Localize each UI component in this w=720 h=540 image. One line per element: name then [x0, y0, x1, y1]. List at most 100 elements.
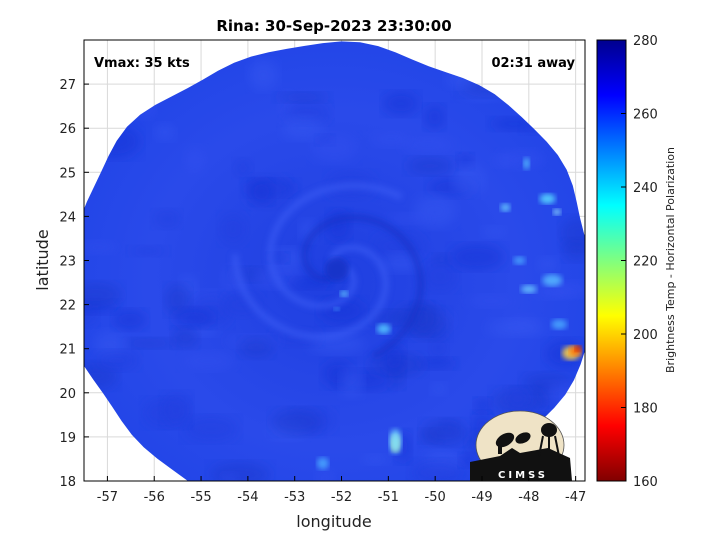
- texture-blotch: [490, 154, 520, 168]
- convection-cell: [333, 307, 340, 311]
- colorbar-ticks: 160 180 200 220 240 260 280: [621, 34, 658, 490]
- water-tower-legs: [538, 435, 560, 457]
- texture-blotch: [537, 256, 559, 272]
- x-tick-label: -50: [425, 490, 446, 505]
- texture-blotch: [473, 397, 492, 414]
- texture-blotch: [315, 468, 335, 481]
- x-tick-label: -48: [518, 490, 539, 505]
- texture-blotch: [183, 145, 207, 175]
- convection-cell: [542, 274, 563, 287]
- texture-blotch: [121, 337, 178, 349]
- spiral-band: [301, 213, 425, 360]
- x-axis-ticks: -57 -56 -55 -54 -53 -52 -51 -50 -49 -48 -47: [97, 476, 586, 505]
- texture-blotch: [171, 327, 199, 349]
- dish-stand: [498, 442, 502, 454]
- texture-blotch: [451, 164, 486, 197]
- texture-blotch: [481, 225, 507, 238]
- brightness-swath: [84, 41, 585, 481]
- texture-blotch: [218, 212, 248, 246]
- convection-cell: [539, 193, 556, 204]
- texture-blotch: [382, 91, 419, 116]
- y-tick-label: 25: [59, 166, 76, 181]
- texture-blotch: [164, 284, 191, 316]
- y-tick-label: 21: [59, 343, 76, 358]
- texture-blotch: [406, 157, 455, 175]
- cimss-logo: CIMSS: [470, 410, 572, 481]
- convection-cell: [389, 429, 402, 454]
- x-tick-label: -51: [378, 490, 399, 505]
- texture-blotch: [486, 319, 546, 337]
- texture-blotch: [429, 334, 448, 361]
- colorbar-tick-label: 280: [633, 34, 658, 49]
- x-tick-label: -54: [237, 490, 258, 505]
- texture-blotch: [238, 336, 274, 358]
- colorbar-tick-label: 240: [633, 181, 658, 196]
- texture-blotch: [172, 307, 214, 329]
- texture-blotch: [84, 282, 122, 308]
- convection-cells: [316, 157, 582, 470]
- convection-cell: [520, 285, 537, 294]
- texture-blotch: [84, 240, 120, 254]
- storm-eye: [324, 257, 349, 282]
- logo-text: CIMSS: [498, 470, 548, 481]
- texture-blotch: [129, 245, 168, 257]
- logo-silhouette: [470, 448, 572, 481]
- texture-blotch: [387, 212, 431, 224]
- spiral-band: [266, 182, 403, 310]
- vmax-label: Vmax: 35 kts: [94, 56, 190, 71]
- texture-blotch: [450, 243, 505, 271]
- texture-blotch: [247, 59, 279, 91]
- x-tick-label: -52: [331, 490, 352, 505]
- y-tick-label: 19: [59, 431, 76, 446]
- texture-blotch: [152, 209, 182, 229]
- texture-blotch: [154, 123, 176, 141]
- satellite-dish-icon: [515, 432, 531, 444]
- colorbar: 160 180 200 220 240 260 280 Brightness Temp - …: [596, 34, 677, 490]
- map-title: Rina: 30-Sep-2023 23:30:00: [216, 17, 451, 35]
- texture-blotch: [112, 309, 147, 331]
- y-axis-ticks: 18 19 20 21 22 23 24 25 26 27: [59, 78, 89, 490]
- x-tick-label: -47: [565, 490, 586, 505]
- x-tick-label: -56: [144, 490, 165, 505]
- x-tick-label: -57: [97, 490, 118, 505]
- colorbar-label: Brightness Temp - Horizontal Polarizatio…: [664, 147, 677, 373]
- convection-cell: [376, 323, 391, 334]
- texture-blotch: [360, 454, 391, 465]
- texture-blotch: [220, 472, 239, 481]
- colorbar-tick-label: 180: [633, 402, 658, 417]
- texture-blotch: [466, 294, 516, 308]
- texture-blotch: [504, 387, 531, 411]
- y-tick-label: 23: [59, 255, 76, 270]
- x-tick-label: -55: [190, 490, 211, 505]
- colorbar-tick-label: 160: [633, 475, 658, 490]
- y-tick-label: 27: [59, 78, 76, 93]
- texture-blotch: [94, 350, 139, 371]
- texture-blotch: [370, 131, 413, 148]
- texture-blotch: [221, 292, 264, 318]
- texture-blotch: [401, 137, 456, 153]
- x-tick-label: -49: [471, 490, 492, 505]
- texture-blotch: [210, 462, 271, 481]
- water-tower-icon: [541, 423, 557, 437]
- convection-cell: [339, 290, 348, 297]
- texture-blotch: [414, 357, 457, 370]
- texture-blotch: [424, 104, 446, 130]
- y-tick-label: 24: [59, 210, 76, 225]
- y-axis-label: latitude: [33, 229, 52, 290]
- texture-blotch: [281, 116, 325, 140]
- convection-cell: [316, 457, 329, 470]
- x-tick-label: -53: [284, 490, 305, 505]
- colorbar-tick-label: 260: [633, 108, 658, 123]
- texture-blotch: [233, 158, 253, 178]
- y-tick-label: 20: [59, 387, 76, 402]
- x-axis-label: longitude: [296, 512, 371, 531]
- texture-blotch: [422, 419, 468, 446]
- colorbar-tick-label: 220: [633, 255, 658, 270]
- texture-blotch: [339, 367, 364, 398]
- map-plot-area: Vmax: 35 kts 02:31 away CIMSS -57 -56 -55-…: [59, 39, 586, 505]
- texture-blotch: [183, 415, 238, 442]
- texture-blotch: [430, 382, 447, 396]
- time-away-label: 02:31 away: [491, 56, 575, 71]
- convection-cell: [500, 203, 511, 212]
